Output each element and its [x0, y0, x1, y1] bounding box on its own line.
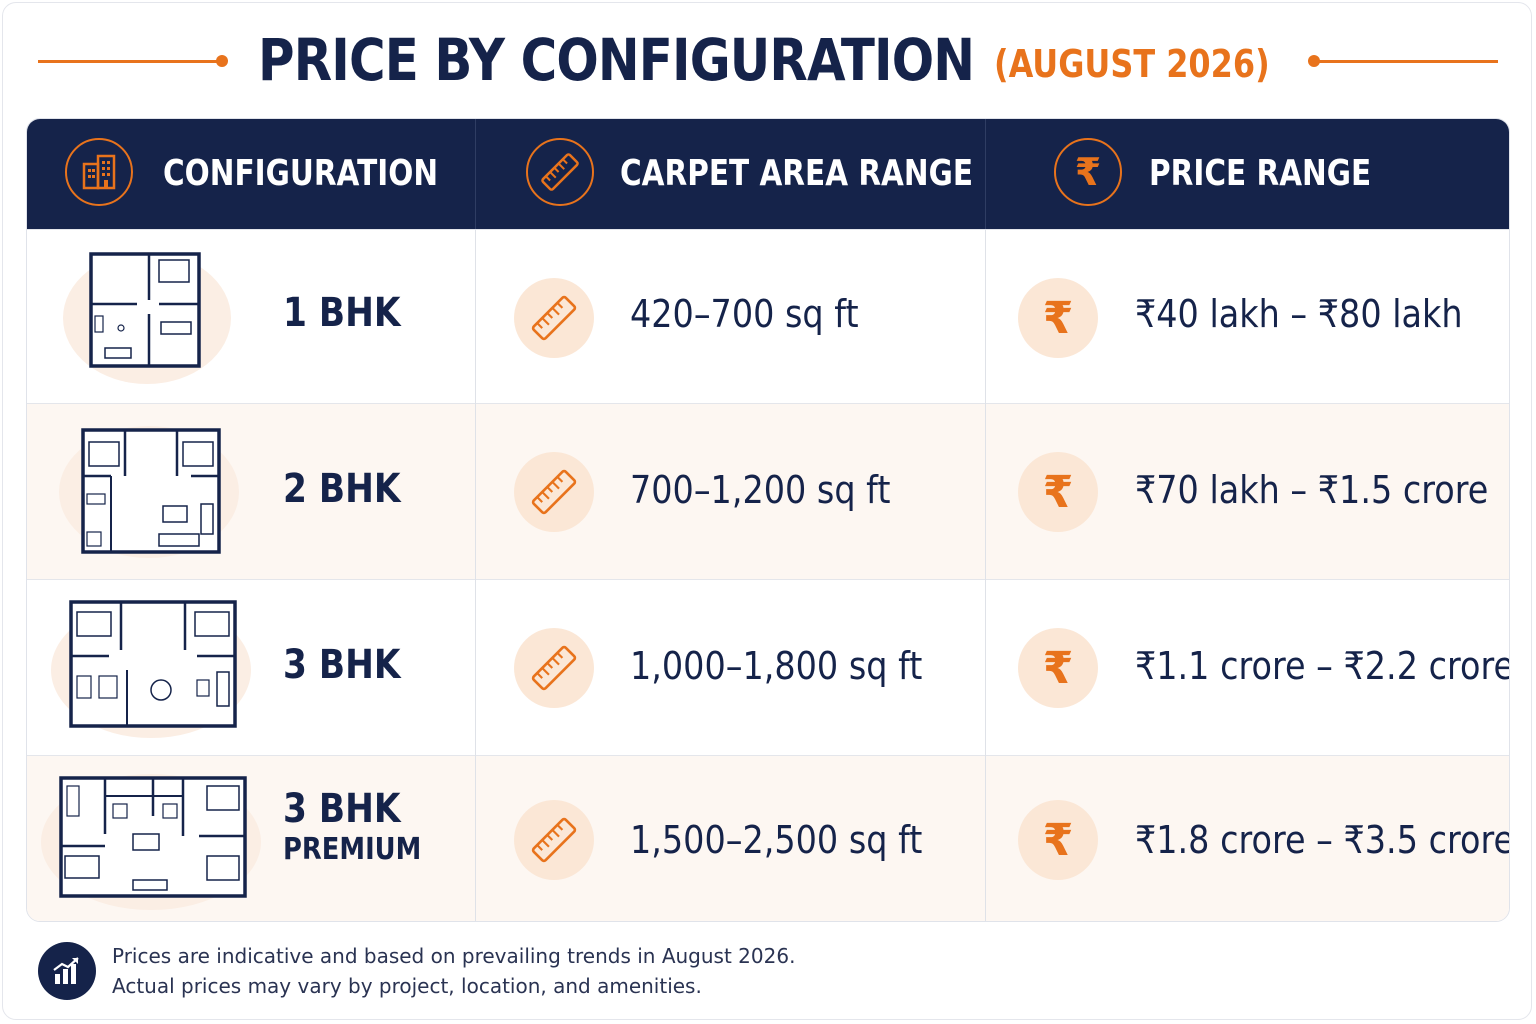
table-row: 2 BHK 700–1,200 sq ft ₹ ₹70 lakh – ₹1.5 … [27, 403, 1509, 579]
header-configuration: CONFIGURATION [27, 119, 475, 229]
carpet-area-value: 420–700 sq ft [630, 292, 859, 336]
floor-plan-1bhk-icon [89, 252, 201, 368]
table-row: 3 BHK PREMIUM 1,500–2,500 sq ft ₹ ₹1.8 c… [27, 755, 1510, 921]
building-icon [65, 138, 133, 206]
table-row: 1 BHK 420–700 sq ft ₹ ₹40 lakh – ₹80 lak… [27, 229, 1509, 405]
rupee-icon: ₹ [1018, 278, 1098, 358]
price-table: CONFIGURATION CARPET AREA RANGE ₹ [26, 118, 1510, 922]
header-label-price-range: PRICE RANGE [1149, 153, 1372, 194]
floor-plan-3bhk-premium-icon [59, 776, 247, 898]
title-bar: PRICE BY CONFIGURATION (AUGUST 2026) [0, 22, 1536, 102]
title-deco-dot-right [1308, 55, 1320, 67]
table-header: CONFIGURATION CARPET AREA RANGE ₹ [27, 119, 1509, 229]
floor-plan-3bhk-icon [69, 600, 237, 728]
carpet-area-value: 1,500–2,500 sq ft [630, 818, 923, 862]
ruler-icon [514, 278, 594, 358]
column-divider [985, 119, 986, 921]
ruler-icon [514, 452, 594, 532]
page-subtitle: (AUGUST 2026) [994, 42, 1270, 86]
page-title: PRICE BY CONFIGURATION [258, 26, 975, 94]
price-range-value: ₹70 lakh – ₹1.5 crore [1135, 468, 1489, 512]
title-deco-line-right [1318, 60, 1498, 63]
ruler-icon [526, 138, 594, 206]
rupee-icon: ₹ [1018, 800, 1098, 880]
carpet-area-value: 700–1,200 sq ft [630, 468, 891, 512]
title-deco-dot-left [216, 55, 228, 67]
footer-note-line1: Prices are indicative and based on preva… [112, 944, 796, 968]
column-divider [475, 119, 476, 921]
header-label-carpet-area: CARPET AREA RANGE [620, 153, 974, 194]
config-label: 2 BHK [283, 466, 401, 512]
title-deco-line-left [38, 60, 218, 63]
price-range-value: ₹40 lakh – ₹80 lakh [1135, 292, 1463, 336]
config-label: 1 BHK [283, 290, 401, 336]
config-label: 3 BHK [283, 642, 401, 688]
config-label: 3 BHK [283, 786, 401, 832]
growth-chart-icon [38, 942, 96, 1000]
table-row: 3 BHK 1,000–1,800 sq ft ₹ ₹1.1 crore – ₹… [27, 579, 1510, 755]
rupee-icon: ₹ [1018, 628, 1098, 708]
ruler-icon [514, 628, 594, 708]
carpet-area-value: 1,000–1,800 sq ft [630, 644, 923, 688]
footer-note-line2: Actual prices may vary by project, locat… [112, 974, 702, 998]
rupee-icon: ₹ [1018, 452, 1098, 532]
rupee-icon: ₹ [1054, 138, 1122, 206]
header-carpet-area: CARPET AREA RANGE [476, 119, 985, 229]
price-range-value: ₹1.8 crore – ₹3.5 crore [1135, 818, 1510, 862]
header-price-range: ₹ PRICE RANGE [986, 119, 1509, 229]
ruler-icon [514, 800, 594, 880]
header-label-configuration: CONFIGURATION [163, 153, 439, 194]
config-sublabel: PREMIUM [283, 832, 422, 867]
price-range-value: ₹1.1 crore – ₹2.2 crore [1135, 644, 1510, 688]
floor-plan-2bhk-icon [81, 428, 221, 554]
